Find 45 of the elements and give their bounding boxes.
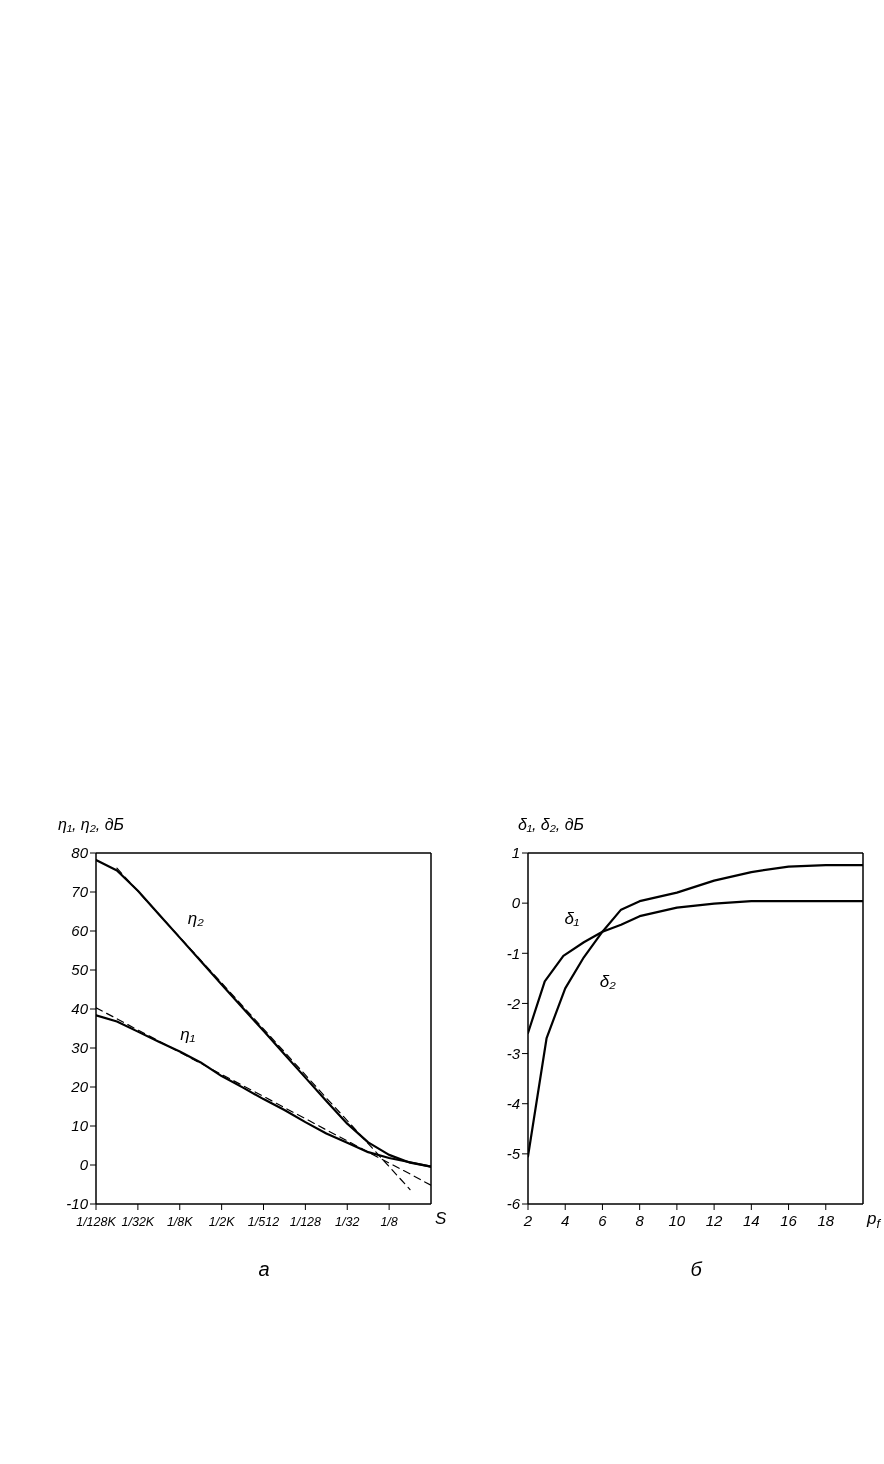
x-tick-label: 1/32	[335, 1215, 360, 1229]
y-tick-label: 0	[79, 1156, 89, 1174]
x-tick-label: 12	[705, 1212, 724, 1229]
y-tick-label: -10	[66, 1195, 89, 1213]
x-tick-label: 16	[780, 1212, 798, 1229]
y-tick-label: 60	[71, 922, 89, 940]
x-tick-label: 1/8	[380, 1215, 398, 1229]
x-tick-label: 1/128K	[76, 1215, 117, 1229]
y-tick-label: 0	[511, 894, 521, 912]
y-tick-label: -2	[506, 994, 521, 1012]
x-axis-title: S	[435, 1209, 447, 1228]
text: б	[689, 1258, 704, 1281]
x-tick-label: 2	[522, 1212, 533, 1229]
y-tick-label: -5	[506, 1145, 521, 1163]
series-label: η₁	[180, 1024, 196, 1044]
y-tick-label: -1	[506, 944, 520, 962]
x-tick-label: 6	[598, 1212, 608, 1229]
y-tick-label: -3	[506, 1044, 521, 1062]
x-tick-label: 1/32K	[121, 1215, 155, 1229]
x-tick-label: 1/512	[247, 1215, 280, 1229]
x-tick-label: 18	[817, 1212, 835, 1229]
text: а	[257, 1258, 271, 1281]
x-tick-label: 1/8K	[166, 1215, 194, 1229]
x-tick-label: 8	[635, 1212, 645, 1229]
series-label: η₂	[187, 908, 205, 928]
y-tick-label: -6	[506, 1195, 521, 1213]
y-tick-label: 30	[71, 1039, 89, 1057]
series-label: δ₂	[599, 972, 617, 992]
y-tick-label: 50	[71, 961, 89, 979]
x-axis-title: p$_{f}$	[866, 1209, 882, 1231]
y-axis-title: δ₁, δ₂, дБ	[518, 816, 585, 835]
y-axis-title: η₁, η₂, дБ	[58, 816, 125, 835]
y-tick-label: 40	[71, 1000, 89, 1018]
y-tick-label: 10	[71, 1117, 89, 1135]
y-tick-label: 20	[70, 1078, 89, 1096]
x-tick-label: 1/128	[289, 1215, 322, 1229]
x-tick-label: 4	[561, 1212, 570, 1229]
x-tick-label: 14	[742, 1212, 760, 1229]
x-tick-label: 10	[668, 1212, 686, 1229]
x-tick-label: 1/2K	[208, 1215, 236, 1229]
y-tick-label: 80	[71, 844, 89, 862]
series-label: δ₁	[564, 909, 580, 929]
y-tick-label: -4	[506, 1095, 520, 1113]
y-tick-label: 1	[511, 844, 520, 862]
y-tick-label: 70	[71, 883, 89, 901]
